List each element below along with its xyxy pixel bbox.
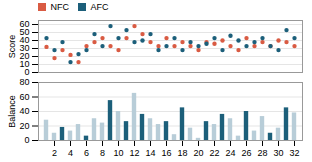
svg-text:28: 28 <box>257 148 267 158</box>
svg-text:8: 8 <box>100 148 105 158</box>
svg-text:14: 14 <box>145 148 155 158</box>
svg-text:50: 50 <box>19 27 30 38</box>
svg-text:30: 30 <box>19 43 30 54</box>
svg-text:Score: Score <box>7 35 17 59</box>
svg-text:80: 80 <box>19 77 29 87</box>
svg-text:22: 22 <box>209 148 219 158</box>
svg-text:40: 40 <box>19 35 30 46</box>
svg-text:6: 6 <box>84 148 89 158</box>
svg-text:0: 0 <box>24 135 29 145</box>
svg-text:Balance: Balance <box>7 95 17 128</box>
svg-text:10: 10 <box>113 148 123 158</box>
html-text:NFC: NFC <box>50 2 69 12</box>
svg-text:0: 0 <box>24 67 30 78</box>
svg-text:60: 60 <box>19 19 29 29</box>
html-text:AFC: AFC <box>90 2 109 12</box>
svg-text:18: 18 <box>177 148 187 158</box>
svg-text:26: 26 <box>241 148 251 158</box>
svg-text:20: 20 <box>193 148 203 158</box>
svg-text:40: 40 <box>19 106 29 116</box>
svg-text:60: 60 <box>19 92 29 102</box>
svg-text:30: 30 <box>273 148 283 158</box>
svg-text:32: 32 <box>289 148 299 158</box>
svg-text:10: 10 <box>19 59 30 70</box>
svg-text:4: 4 <box>68 148 73 158</box>
svg-text:12: 12 <box>129 148 139 158</box>
svg-text:20: 20 <box>19 51 30 62</box>
svg-text:20: 20 <box>19 121 29 131</box>
svg-text:2: 2 <box>52 148 57 158</box>
svg-text:16: 16 <box>161 148 171 158</box>
svg-text:24: 24 <box>225 148 235 158</box>
